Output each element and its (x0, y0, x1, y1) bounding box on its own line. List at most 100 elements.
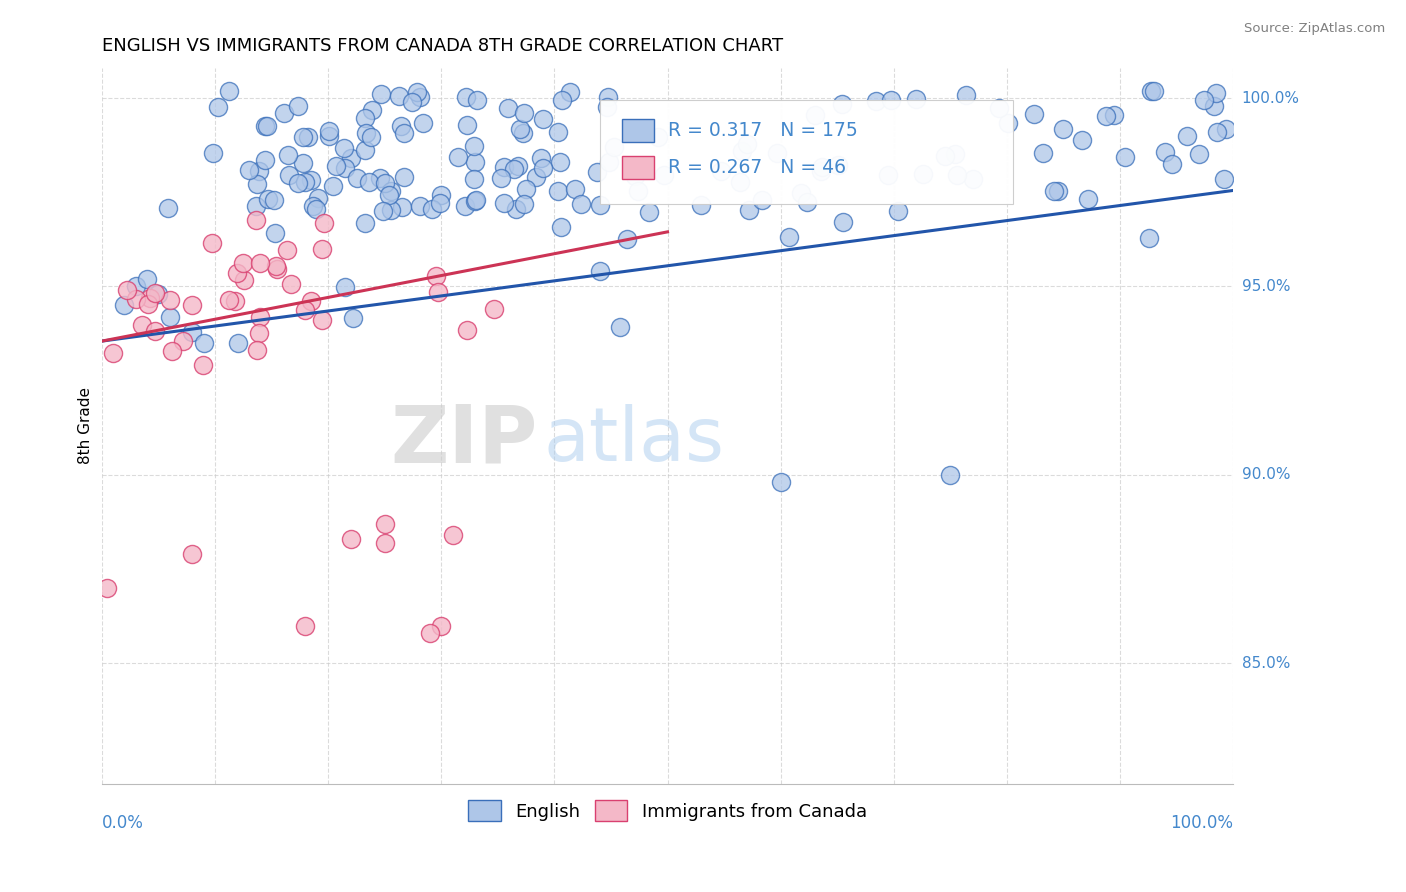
Point (238, 162, 260, 177)
Point (373, 204, 395, 219)
Point (1052, 121, 1074, 136)
Point (253, 119, 276, 133)
Point (1192, 94, 1215, 108)
Point (294, 303, 316, 318)
Point (360, 130, 382, 145)
Point (879, 93, 901, 107)
Text: R = 0.317   N = 175: R = 0.317 N = 175 (668, 120, 858, 140)
Point (115, 283, 138, 297)
Point (112, 298, 135, 312)
Point (512, 126, 534, 140)
Point (280, 277, 302, 291)
Point (249, 256, 271, 270)
Point (1175, 128, 1198, 143)
Point (530, 151, 553, 165)
Point (368, 171, 391, 186)
Point (1215, 121, 1237, 136)
Point (273, 105, 295, 120)
Point (245, 199, 267, 213)
Point (810, 164, 832, 178)
Point (318, 128, 340, 143)
Point (533, 161, 555, 175)
Point (225, 266, 247, 280)
Text: ENGLISH VS IMMIGRANTS FROM CANADA 8TH GRADE CORRELATION CHART: ENGLISH VS IMMIGRANTS FROM CANADA 8TH GR… (101, 37, 783, 55)
Point (253, 153, 276, 167)
Point (287, 176, 309, 190)
Point (159, 310, 181, 324)
Point (378, 188, 401, 202)
Point (512, 106, 534, 120)
Point (224, 294, 246, 309)
Point (515, 182, 537, 196)
Point (304, 202, 326, 217)
Point (877, 168, 900, 182)
Point (778, 230, 800, 244)
Point (1137, 231, 1160, 245)
Point (627, 185, 650, 199)
Bar (623, 156, 654, 179)
Point (287, 99, 309, 113)
Point (498, 101, 520, 115)
Point (294, 175, 316, 189)
Point (388, 89, 411, 103)
Point (728, 175, 751, 189)
Point (1161, 156, 1184, 170)
Point (463, 138, 485, 153)
Point (596, 100, 619, 114)
Point (148, 287, 170, 301)
Point (374, 516, 396, 531)
Point (159, 293, 181, 307)
Point (506, 159, 529, 173)
Point (811, 160, 834, 174)
Point (356, 126, 378, 140)
Point (548, 154, 571, 169)
Point (264, 226, 287, 240)
Point (266, 262, 288, 277)
Point (299, 294, 322, 309)
Point (962, 172, 984, 186)
Point (589, 264, 612, 278)
Point (503, 161, 526, 176)
Point (409, 199, 432, 213)
Point (291, 156, 314, 170)
Point (1154, 145, 1177, 159)
Point (569, 197, 592, 211)
Point (831, 97, 853, 112)
Point (246, 343, 269, 357)
Text: 100.0%: 100.0% (1241, 91, 1299, 105)
Point (266, 259, 288, 273)
Point (361, 103, 384, 118)
Point (430, 618, 453, 632)
Point (359, 175, 381, 189)
Point (1042, 184, 1064, 198)
Point (603, 140, 626, 154)
Point (454, 89, 477, 103)
Point (292, 130, 315, 145)
Point (263, 194, 285, 208)
Point (201, 236, 224, 251)
Text: atlas: atlas (543, 404, 724, 476)
Point (139, 291, 162, 305)
Point (143, 325, 166, 339)
Bar (623, 119, 654, 142)
Point (550, 220, 572, 235)
Point (737, 137, 759, 152)
Point (456, 118, 478, 132)
Point (354, 216, 377, 230)
Point (652, 168, 675, 182)
Point (427, 285, 450, 300)
Point (731, 144, 754, 158)
Point (464, 154, 486, 169)
Point (558, 85, 581, 99)
Point (505, 202, 527, 216)
Point (1095, 109, 1118, 123)
Point (454, 199, 477, 213)
Point (624, 169, 647, 183)
Point (160, 343, 183, 358)
Point (547, 184, 569, 198)
Point (589, 198, 612, 212)
Point (769, 475, 792, 490)
Point (1077, 192, 1099, 206)
Point (311, 242, 333, 256)
Point (1205, 86, 1227, 100)
